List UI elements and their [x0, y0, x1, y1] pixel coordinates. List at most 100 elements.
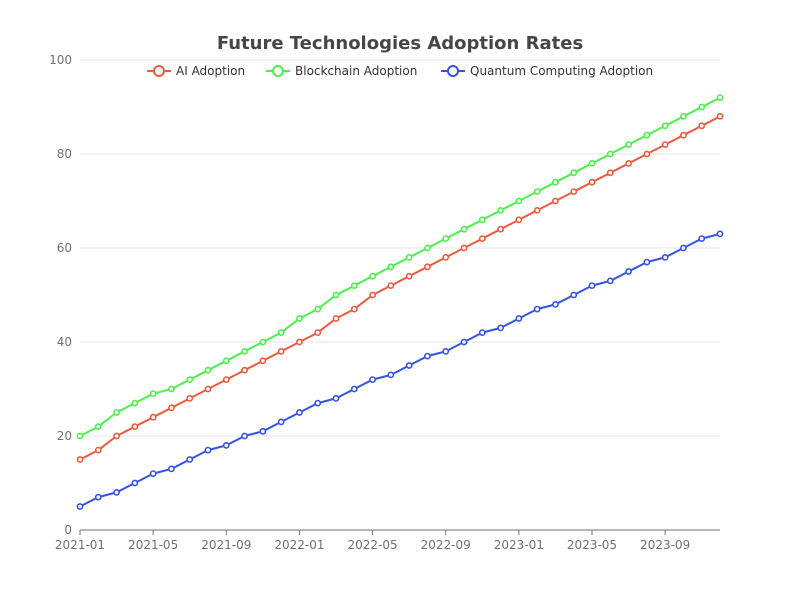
data-point[interactable] [515, 197, 523, 205]
data-point[interactable] [698, 122, 706, 130]
data-point[interactable] [442, 235, 450, 242]
data-point[interactable] [186, 376, 194, 383]
data-point[interactable] [680, 131, 687, 139]
data-point[interactable] [277, 347, 285, 355]
data-point[interactable] [460, 338, 468, 346]
data-point[interactable] [332, 315, 340, 322]
data-point[interactable] [716, 230, 724, 238]
data-point[interactable] [533, 206, 541, 214]
data-point[interactable] [625, 141, 632, 148]
data-point[interactable] [186, 456, 194, 463]
data-point[interactable] [204, 366, 212, 374]
data-point[interactable] [113, 409, 120, 416]
data-point[interactable] [186, 394, 194, 402]
data-point[interactable] [131, 479, 139, 487]
data-point[interactable] [716, 113, 724, 120]
data-point[interactable] [241, 366, 248, 374]
legend[interactable]: AI Adoption Blockchain Adoption Quantum Co… [147, 64, 653, 78]
data-point[interactable] [643, 258, 651, 266]
data-point[interactable] [661, 253, 669, 261]
data-point[interactable] [424, 263, 431, 271]
data-point[interactable] [94, 446, 102, 454]
data-point[interactable] [168, 404, 175, 412]
data-point[interactable] [588, 159, 596, 167]
data-point[interactable] [442, 253, 450, 261]
data-point[interactable] [168, 465, 175, 473]
data-point[interactable] [259, 357, 267, 365]
data-point[interactable] [296, 315, 303, 322]
data-point[interactable] [314, 399, 322, 407]
legend-item[interactable]: AI Adoption [147, 64, 245, 78]
data-point[interactable] [478, 329, 486, 336]
data-point[interactable] [460, 225, 468, 233]
data-point[interactable] [314, 329, 322, 336]
data-point[interactable] [222, 357, 230, 365]
data-point[interactable] [716, 94, 724, 101]
data-point[interactable] [497, 225, 504, 233]
data-point[interactable] [478, 235, 486, 242]
data-point[interactable] [277, 329, 285, 336]
data-point[interactable] [442, 347, 450, 355]
data-point[interactable] [296, 409, 303, 416]
data-point[interactable] [606, 277, 614, 285]
data-point[interactable] [588, 282, 596, 289]
data-point[interactable] [131, 423, 139, 430]
data-point[interactable] [204, 446, 212, 454]
data-point[interactable] [332, 291, 340, 299]
data-point[interactable] [314, 305, 322, 313]
data-point[interactable] [149, 470, 157, 477]
data-point[interactable] [643, 131, 651, 139]
data-point[interactable] [533, 305, 541, 313]
data-point[interactable] [424, 352, 431, 360]
data-point[interactable] [149, 390, 157, 398]
data-point[interactable] [76, 456, 84, 463]
data-point[interactable] [76, 503, 84, 510]
data-point[interactable] [405, 272, 413, 280]
data-point[interactable] [149, 413, 157, 421]
data-point[interactable] [241, 432, 248, 440]
data-point[interactable] [369, 272, 376, 280]
data-point[interactable] [369, 291, 376, 299]
data-point[interactable] [277, 418, 285, 426]
data-point[interactable] [369, 376, 376, 383]
data-point[interactable] [387, 371, 395, 379]
legend-item[interactable]: Blockchain Adoption [266, 64, 417, 78]
data-point[interactable] [570, 169, 578, 177]
data-point[interactable] [405, 362, 413, 369]
data-point[interactable] [131, 399, 139, 407]
data-point[interactable] [259, 338, 267, 346]
data-point[interactable] [387, 282, 395, 289]
data-point[interactable] [460, 244, 468, 252]
data-point[interactable] [350, 305, 358, 313]
data-point[interactable] [680, 244, 687, 252]
data-point[interactable] [533, 188, 541, 195]
legend-item[interactable]: Quantum Computing Adoption [441, 64, 653, 78]
data-point[interactable] [332, 394, 340, 402]
data-point[interactable] [515, 315, 523, 322]
data-point[interactable] [424, 244, 431, 252]
data-point[interactable] [570, 188, 578, 195]
data-point[interactable] [168, 385, 175, 393]
data-point[interactable] [497, 324, 504, 332]
data-point[interactable] [625, 159, 632, 167]
data-point[interactable] [478, 216, 486, 224]
data-point[interactable] [552, 197, 559, 205]
data-point[interactable] [552, 178, 559, 186]
data-point[interactable] [515, 216, 523, 224]
data-point[interactable] [588, 178, 596, 186]
data-point[interactable] [625, 268, 632, 275]
data-point[interactable] [405, 253, 413, 261]
data-point[interactable] [350, 385, 358, 393]
data-point[interactable] [241, 347, 248, 355]
data-point[interactable] [113, 432, 120, 440]
data-point[interactable] [350, 282, 358, 289]
data-point[interactable] [680, 113, 687, 120]
data-point[interactable] [570, 291, 578, 299]
data-point[interactable] [222, 441, 230, 449]
data-point[interactable] [698, 103, 706, 111]
data-point[interactable] [606, 150, 614, 158]
data-point[interactable] [94, 423, 102, 430]
data-point[interactable] [222, 376, 230, 383]
data-point[interactable] [204, 385, 212, 393]
data-point[interactable] [606, 169, 614, 177]
